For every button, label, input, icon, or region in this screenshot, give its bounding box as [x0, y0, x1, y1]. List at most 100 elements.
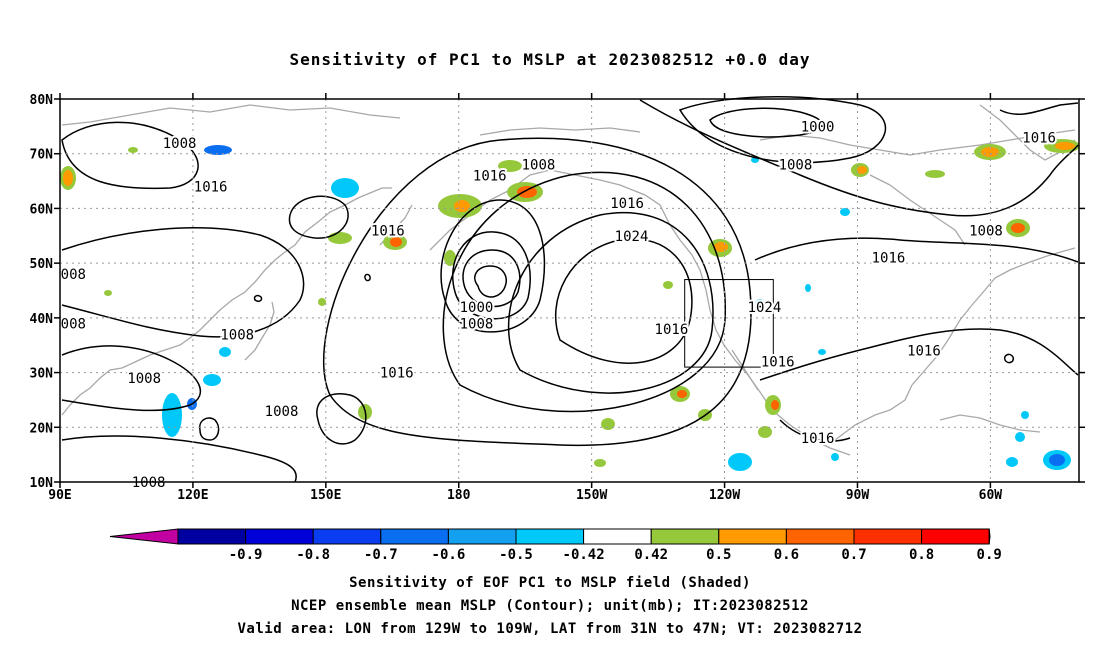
sensitivity-patch [728, 453, 752, 471]
mslp-contour [474, 265, 507, 298]
sensitivity-patch [677, 390, 687, 398]
coastline-east-coast [911, 247, 1076, 386]
contour-label: 1016 [761, 355, 795, 371]
mslp-contour [199, 417, 220, 441]
mslp-contour [1003, 353, 1015, 364]
sensitivity-patch [331, 178, 359, 198]
lat-tick-label: 40N [30, 312, 54, 327]
coastline-asia [61, 187, 392, 416]
colorbar-bin [447, 528, 517, 545]
colorbar-bin [718, 528, 787, 545]
lat-tick-label: 50N [30, 257, 54, 272]
footer-line-3: Valid area: LON from 129W to 109W, LAT f… [237, 621, 863, 637]
lon-tick-label: 150W [576, 488, 607, 503]
contour-label: 1016 [194, 180, 228, 196]
mslp-contour [61, 121, 199, 190]
contour-label: 1016 [380, 366, 414, 382]
lon-tick-label: 180 [447, 488, 471, 503]
sensitivity-patch [390, 237, 402, 247]
lon-tick-label: 120W [709, 488, 740, 503]
contour-label: 1008 [522, 158, 556, 174]
colorbar-bin [177, 528, 247, 545]
footer-line-1: Sensitivity of EOF PC1 to MSLP field (Sh… [349, 575, 751, 591]
sensitivity-patch [1055, 142, 1075, 150]
sensitivity-shading [60, 139, 1080, 471]
mslp-contour [322, 137, 752, 447]
map-title: Sensitivity of PC1 to MSLP at 2023082512… [289, 50, 811, 69]
mslp-contour [61, 345, 202, 412]
colorbar-bin [650, 528, 720, 545]
colorbar-bin [515, 528, 585, 545]
colorbar-bin [380, 528, 449, 545]
contour-label: 1016 [473, 169, 507, 185]
sensitivity-patch [498, 160, 522, 172]
colorbar-high-triangle [988, 528, 991, 545]
lat-tick-label: 60N [30, 202, 54, 217]
footer-line-2: NCEP ensemble mean MSLP (Contour); unit(… [291, 598, 809, 614]
colorbar-label: -0.6 [432, 547, 466, 563]
sensitivity-patch [758, 426, 772, 438]
contour-label: 1016 [655, 322, 689, 338]
contour-label: 1016 [801, 431, 835, 447]
colorbar-label: 0.9 [977, 547, 1002, 563]
mslp-contour [507, 212, 714, 394]
colorbar-label: 0.8 [909, 547, 934, 563]
mslp-contours [61, 96, 1079, 483]
coastline-gulf [834, 384, 913, 441]
contour-label: 1024 [615, 229, 649, 245]
contour-label: 1008 [132, 475, 166, 491]
lon-tick-label: 120E [177, 488, 208, 503]
mslp-contour [452, 231, 531, 320]
valid-area-box [684, 279, 774, 368]
colorbar-bin [312, 528, 382, 545]
coastline-asia-north [61, 104, 401, 126]
map-frame [59, 98, 1080, 483]
mslp-contour [754, 237, 1079, 263]
colorbar-bin [583, 528, 652, 545]
sensitivity-patch [663, 281, 673, 289]
lat-lon-grid [60, 99, 1079, 482]
sensitivity-patch [203, 374, 221, 386]
contour-label: 1016 [1022, 130, 1056, 146]
mslp-contour [440, 199, 546, 333]
coastline-baja [731, 349, 759, 391]
sensitivity-patch [771, 400, 779, 410]
contour-label: 1016 [371, 223, 405, 239]
sensitivity-patch [805, 284, 811, 292]
mslp-contour [61, 227, 305, 338]
colorbar-bin [785, 528, 855, 545]
sensitivity-patch [128, 147, 138, 153]
colorbar-bin [853, 528, 923, 545]
lat-tick-label: 80N [30, 93, 54, 108]
colorbar-label: 0.6 [774, 547, 799, 563]
contour-label: 008 [61, 267, 86, 283]
sensitivity-patch [219, 347, 231, 357]
lon-tick-label: 150E [310, 488, 341, 503]
sensitivity-patch [162, 393, 182, 437]
colorbar-label: 0.7 [841, 547, 866, 563]
contour-label: 1008 [220, 327, 254, 343]
contour-labels: 1008 1016 008 008 1008 1008 1008 1008 1016 1016 10… [59, 117, 1058, 493]
sensitivity-patch [318, 298, 326, 306]
mslp-contour [709, 107, 823, 138]
sensitivity-patch [328, 232, 352, 244]
mslp-contour [779, 419, 851, 442]
sensitivity-patch [104, 290, 112, 296]
lon-tick-label: 90W [846, 488, 870, 503]
lon-tick-label: 90E [48, 488, 71, 503]
sensitivity-patch [840, 208, 850, 216]
sensitivity-patch [454, 200, 470, 212]
colorbar-label: -0.7 [364, 547, 398, 563]
contour-label: 1000 [801, 119, 835, 135]
lat-tick-label: 30N [30, 367, 54, 382]
sensitivity-patch [981, 147, 999, 157]
contour-label: 1008 [127, 371, 161, 387]
contour-label: 1008 [265, 404, 299, 420]
mslp-contour [639, 99, 1079, 217]
coastline-caribbean [939, 414, 1041, 433]
sensitivity-patch [1015, 432, 1025, 442]
sensitivity-patch [831, 453, 839, 461]
lat-tick-label: 20N [30, 421, 54, 436]
sensitivity-patch [1049, 454, 1065, 466]
